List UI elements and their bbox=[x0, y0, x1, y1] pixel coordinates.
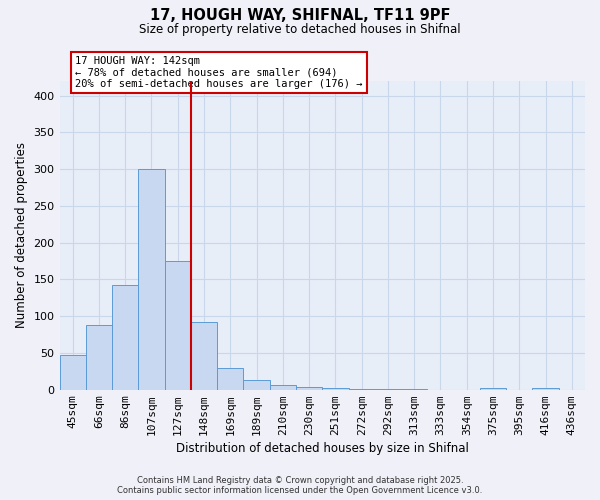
Bar bbox=[480, 388, 506, 390]
Text: 17, HOUGH WAY, SHIFNAL, TF11 9PF: 17, HOUGH WAY, SHIFNAL, TF11 9PF bbox=[150, 8, 450, 22]
Text: 17 HOUGH WAY: 142sqm
← 78% of detached houses are smaller (694)
20% of semi-deta: 17 HOUGH WAY: 142sqm ← 78% of detached h… bbox=[76, 56, 363, 90]
Bar bbox=[86, 325, 112, 390]
Bar bbox=[296, 388, 322, 390]
Bar bbox=[217, 368, 244, 390]
Bar bbox=[59, 355, 86, 390]
Bar bbox=[191, 322, 217, 390]
Y-axis label: Number of detached properties: Number of detached properties bbox=[15, 142, 28, 328]
Text: Contains HM Land Registry data © Crown copyright and database right 2025.
Contai: Contains HM Land Registry data © Crown c… bbox=[118, 476, 482, 495]
Text: Size of property relative to detached houses in Shifnal: Size of property relative to detached ho… bbox=[139, 22, 461, 36]
Bar bbox=[164, 261, 191, 390]
Bar bbox=[532, 388, 559, 390]
Bar bbox=[322, 388, 349, 390]
Bar bbox=[112, 284, 139, 390]
Bar bbox=[139, 169, 164, 390]
Bar bbox=[375, 389, 401, 390]
Bar bbox=[244, 380, 270, 390]
Bar bbox=[401, 389, 427, 390]
X-axis label: Distribution of detached houses by size in Shifnal: Distribution of detached houses by size … bbox=[176, 442, 469, 455]
Bar bbox=[270, 386, 296, 390]
Bar bbox=[349, 389, 375, 390]
